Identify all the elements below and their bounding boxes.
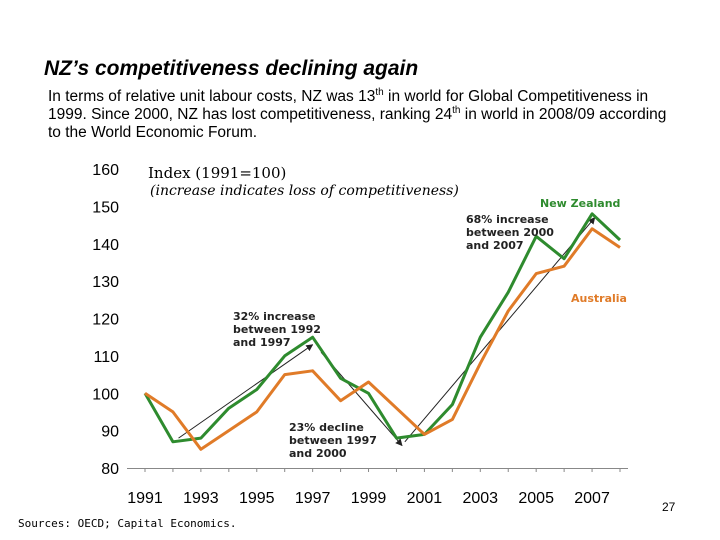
annotation-line: between 2000 xyxy=(466,226,554,239)
chart-title: Index (1991=100) xyxy=(148,164,286,182)
x-tick-label: 1993 xyxy=(183,490,219,507)
x-tick-labels: 1991 1993 1995 1997 1999 2001 2003 2005 2007 xyxy=(127,490,610,507)
x-tick-label: 2001 xyxy=(407,490,443,507)
y-tick-label: 90 xyxy=(101,424,119,441)
y-tick-label: 140 xyxy=(92,237,119,254)
chart-subtitle: (increase indicates loss of competitiven… xyxy=(150,183,459,199)
y-tick-label: 100 xyxy=(92,386,119,403)
series-lines xyxy=(145,214,620,449)
x-tick-label: 2007 xyxy=(574,490,610,507)
x-tick-label: 1999 xyxy=(351,490,387,507)
sources-note: Sources: OECD; Capital Economics. xyxy=(18,517,237,530)
x-tick-label: 1991 xyxy=(127,490,163,507)
x-tick-label: 1997 xyxy=(295,490,331,507)
annotation-line: 68% increase xyxy=(466,213,549,226)
annotation-label: 68% increase between 2000 and 2007 xyxy=(466,213,554,252)
legend-label-australia: Australia xyxy=(571,292,627,305)
x-tick-label: 1995 xyxy=(239,490,275,507)
annotation-line: and 1997 xyxy=(233,336,291,349)
y-tick-label: 120 xyxy=(92,312,119,329)
series-line-new-zealand xyxy=(145,214,620,442)
y-tick-label: 110 xyxy=(93,349,119,366)
y-tick-labels: 80 90 100 110 120 130 140 150 160 xyxy=(92,162,119,478)
x-tick-label: 2003 xyxy=(462,490,498,507)
legend-label-new-zealand: New Zealand xyxy=(540,197,620,210)
annotation-line: 32% increase xyxy=(233,310,316,323)
y-tick-label: 160 xyxy=(92,162,119,179)
annotation-line: and 2000 xyxy=(289,447,347,460)
annotation-line: between 1997 xyxy=(289,434,377,447)
y-tick-label: 130 xyxy=(92,274,119,291)
annotation-labels: 32% increase between 1992 and 1997 23% decl… xyxy=(233,213,554,460)
annotation-line: 23% decline xyxy=(289,421,364,434)
annotation-label: 23% decline between 1997 and 2000 xyxy=(289,421,377,460)
annotation-line: and 2007 xyxy=(466,239,524,252)
annotation-line: between 1992 xyxy=(233,323,321,336)
annotation-label: 32% increase between 1992 and 1997 xyxy=(233,310,321,349)
y-tick-label: 80 xyxy=(101,461,119,478)
x-tick-label: 2005 xyxy=(518,490,554,507)
y-tick-label: 150 xyxy=(92,199,119,216)
page-number: 27 xyxy=(662,500,675,514)
